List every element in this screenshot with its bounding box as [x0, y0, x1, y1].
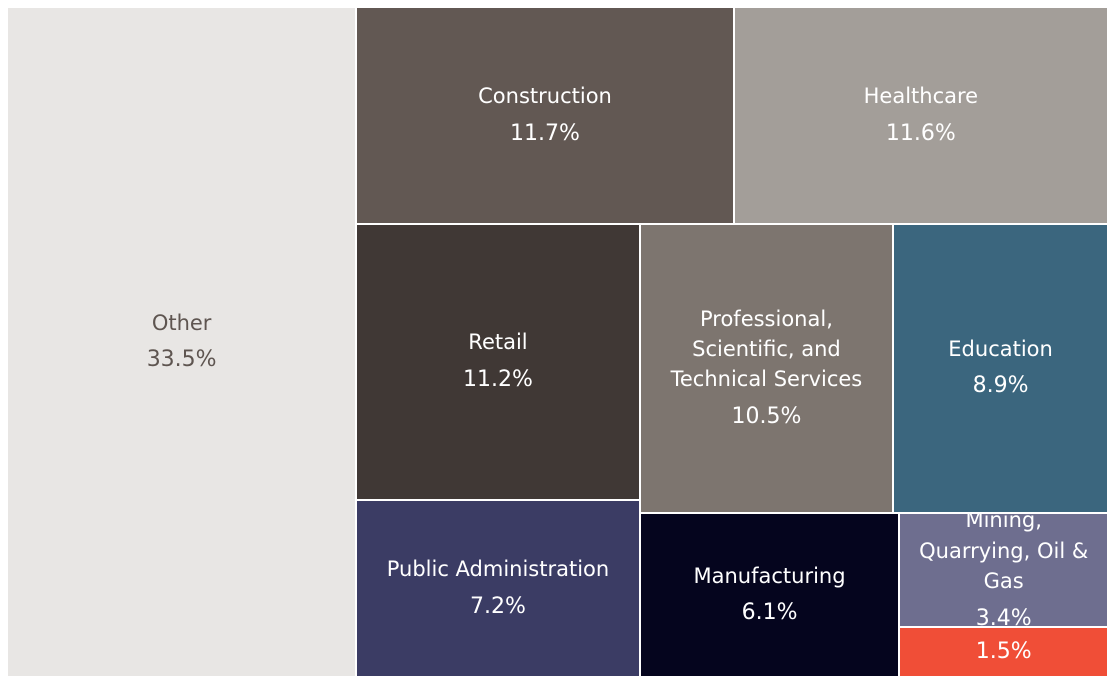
cell-label: Professional, Scientific, and Technical … — [641, 304, 892, 433]
value-label: 8.9% — [972, 373, 1029, 399]
cell-label: Mining, Quarrying, Oil & Gas 3.4% — [900, 514, 1107, 626]
treemap-cell: Construction 11.7% — [357, 8, 733, 223]
value-label: 10.5% — [731, 403, 802, 429]
cell-label: Construction 11.7% — [468, 81, 622, 149]
treemap-cell: Education 8.9% — [894, 224, 1107, 512]
treemap-cell: Mining, Quarrying, Oil & Gas 3.4% — [900, 513, 1107, 626]
category-label: Professional, Scientific, and Technical … — [670, 306, 863, 392]
treemap-cell: Public Administration 7.2% — [357, 500, 639, 676]
treemap-cell: Healthcare 11.6% — [734, 8, 1107, 223]
cell-label: 1.5% — [966, 636, 1042, 668]
treemap-cell: Manufacturing 6.1% — [640, 513, 899, 676]
category-label: Public Administration — [386, 557, 610, 582]
cell-label: Retail 11.2% — [453, 327, 543, 395]
value-label: 1.5% — [975, 638, 1032, 664]
category-label: Manufacturing — [693, 563, 846, 588]
value-label: 33.5% — [146, 347, 217, 373]
cell-label: Education 8.9% — [938, 334, 1063, 402]
value-label: 11.2% — [463, 366, 533, 392]
treemap-cell: Other 33.5% — [8, 8, 356, 676]
category-label: Retail — [468, 330, 528, 355]
category-label: Healthcare — [863, 84, 979, 109]
cell-label: Other 33.5% — [137, 308, 227, 376]
category-label: Other — [151, 310, 212, 335]
value-label: 6.1% — [741, 600, 798, 626]
treemap-cell: 1.5% — [900, 627, 1107, 676]
treemap-cell: Professional, Scientific, and Technical … — [640, 224, 893, 512]
treemap-cell: Retail 11.2% — [357, 224, 639, 499]
cell-label: Healthcare 11.6% — [854, 81, 988, 149]
value-label: 11.7% — [510, 120, 580, 146]
value-label: 11.6% — [885, 120, 956, 146]
treemap: Other 33.5% Construction 11.7% Healthcare 11.… — [8, 8, 1107, 676]
cell-label: Public Administration 7.2% — [377, 554, 620, 622]
category-label: Construction — [478, 84, 612, 109]
category-label: Education — [948, 337, 1053, 362]
value-label: 3.4% — [975, 605, 1032, 626]
cell-label: Manufacturing 6.1% — [684, 561, 856, 629]
value-label: 7.2% — [470, 593, 526, 619]
category-label: Mining, Quarrying, Oil & Gas — [919, 513, 1089, 594]
